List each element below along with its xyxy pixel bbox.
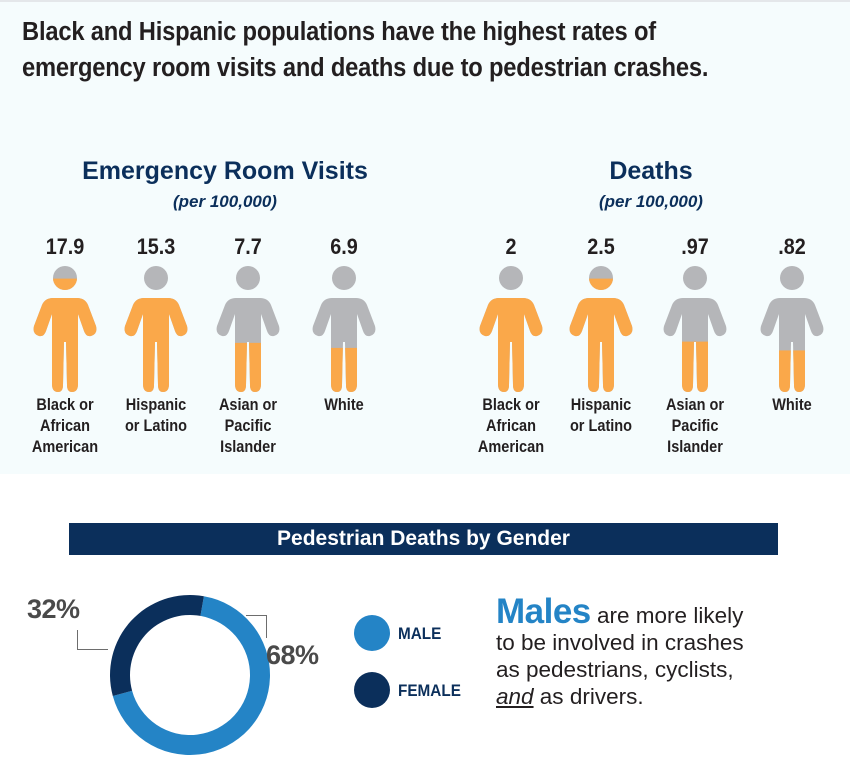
person-figure-black-or-african-american — [479, 266, 543, 392]
figure-filled-portion — [479, 291, 543, 392]
note-highlight: Males — [496, 592, 591, 631]
category-label-white: White — [772, 396, 812, 414]
headline-line-2: emergency room visits and deaths due to … — [22, 54, 709, 82]
figure-filled-portion — [569, 278, 633, 392]
person-figure-asian-or-pacific-islander — [663, 266, 727, 392]
person-figure-black-or-african-american — [33, 266, 97, 392]
person-figure-white — [760, 266, 824, 392]
gender-donut-chart — [109, 595, 271, 755]
headline: Black and Hispanic populations have the … — [22, 14, 785, 86]
figure-empty-portion — [312, 266, 376, 392]
figure-filled-portion — [760, 350, 824, 392]
figure-filled-portion — [312, 347, 376, 392]
person-figure-hispanic-or-latino — [569, 266, 633, 392]
category-label-black-or-african-american: Black or African American — [477, 396, 545, 456]
figure-empty-portion — [663, 266, 727, 392]
figure-filled-portion — [33, 278, 97, 392]
headline-line-1: Black and Hispanic populations have the … — [22, 18, 656, 46]
person-figure-asian-or-pacific-islander — [216, 266, 280, 392]
males-note: Males are more likely to be involved in … — [496, 594, 796, 710]
category-label-hispanic-or-latino: Hispanic or Latino — [124, 396, 188, 435]
er-visits-subtitle: (per 100,000) — [173, 192, 277, 211]
male-percent-label: 68% — [266, 640, 319, 670]
top-border — [0, 0, 850, 2]
deaths-title: Deaths — [609, 157, 693, 185]
value-label-black-or-african-american: 2 — [505, 234, 517, 259]
figure-empty-portion — [760, 266, 824, 392]
race-ethnicity-panel — [0, 2, 850, 474]
value-label-asian-or-pacific-islander: .97 — [681, 234, 709, 259]
value-label-hispanic-or-latino: 2.5 — [587, 234, 615, 259]
female-leader-line — [77, 630, 108, 650]
er-visits-title: Emergency Room Visits — [82, 157, 368, 185]
note-line-2: to be involved in crashes — [496, 630, 744, 655]
figure-filled-portion — [663, 341, 727, 392]
deaths-subtitle: (per 100,000) — [599, 192, 703, 211]
gender-banner: Pedestrian Deaths by Gender — [69, 523, 778, 555]
category-label-asian-or-pacific-islander: Asian or Pacific Islander — [218, 396, 278, 456]
value-label-hispanic-or-latino: 15.3 — [136, 234, 176, 259]
category-label-hispanic-or-latino: Hispanic or Latino — [569, 396, 633, 435]
female-percent-label: 32% — [27, 594, 80, 624]
note-line-3: as pedestrians, cyclists, — [496, 657, 734, 682]
value-label-black-or-african-american: 17.9 — [45, 234, 85, 259]
figure-filled-portion — [216, 342, 280, 392]
person-figure-white — [312, 266, 376, 392]
value-label-white: 6.9 — [330, 234, 358, 259]
category-label-asian-or-pacific-islander: Asian or Pacific Islander — [665, 396, 725, 456]
female-legend-swatch — [354, 672, 390, 708]
value-label-asian-or-pacific-islander: 7.7 — [234, 234, 262, 259]
category-label-white: White — [324, 396, 364, 414]
male-legend-swatch — [354, 615, 390, 651]
category-label-black-or-african-american: Black or African American — [31, 396, 99, 456]
figure-filled-portion — [124, 294, 188, 392]
note-line-1: are more likely — [590, 603, 744, 628]
female-legend-label: FEMALE — [398, 681, 461, 700]
value-label-white: .82 — [778, 234, 806, 259]
note-and-emphasis: and — [496, 684, 534, 709]
person-figure-hispanic-or-latino — [124, 266, 188, 392]
male-leader-line — [246, 615, 267, 638]
donut-slice-female — [109, 595, 204, 696]
male-legend-label: MALE — [398, 624, 442, 643]
note-line-4: as drivers. — [533, 684, 644, 709]
figure-empty-portion — [216, 266, 280, 392]
